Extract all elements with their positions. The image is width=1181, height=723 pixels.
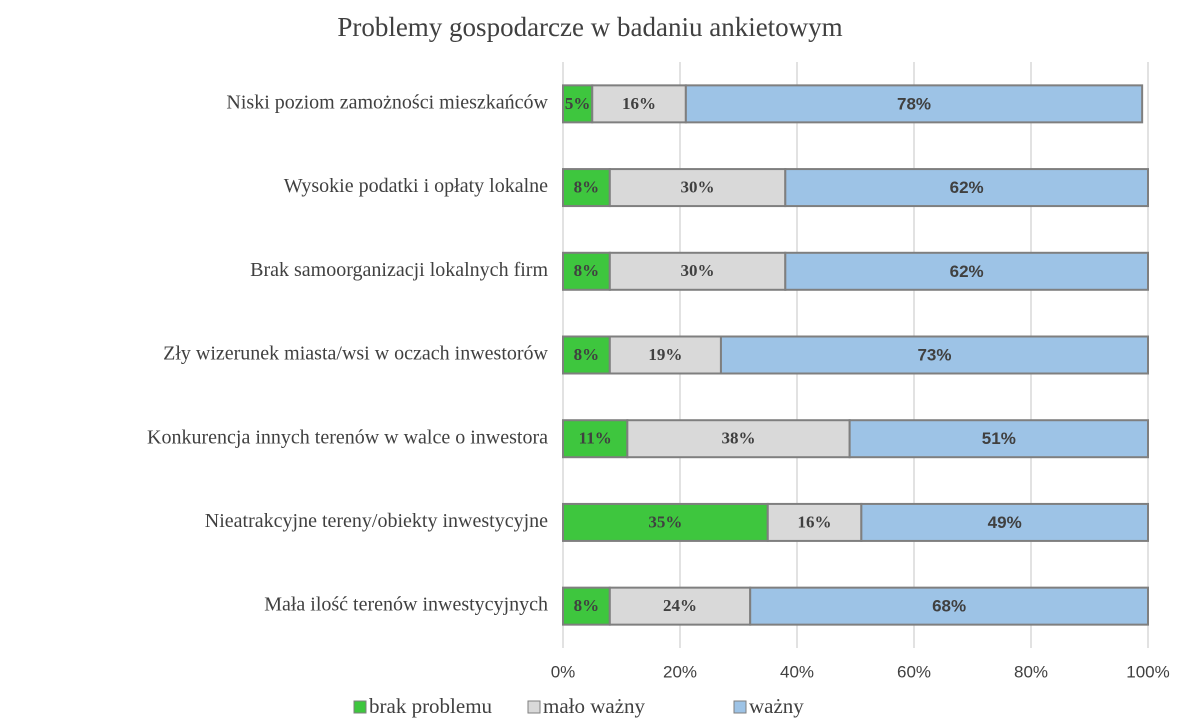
- data-label: 35%: [648, 512, 682, 531]
- x-tick-label: 0%: [551, 662, 576, 681]
- data-label: 78%: [897, 94, 931, 113]
- bar-segment: [562, 84, 594, 124]
- bar-segment: [562, 419, 629, 459]
- y-tick-label: Mała ilość terenów inwestycyjnych: [264, 594, 548, 616]
- y-tick-label: Brak samoorganizacji lokalnych firm: [250, 259, 548, 281]
- bar-segment: [608, 335, 722, 375]
- bar-segment: [784, 168, 1149, 208]
- data-label: 62%: [950, 262, 984, 281]
- chart-title: Problemy gospodarcze w badaniu ankietowy…: [337, 12, 842, 42]
- data-label: 8%: [574, 596, 600, 615]
- data-label: 19%: [648, 345, 682, 364]
- bar-segment: [626, 419, 851, 459]
- data-label: 62%: [950, 178, 984, 197]
- data-label: 5%: [565, 94, 591, 113]
- x-tick-label: 40%: [780, 662, 814, 681]
- y-tick-label: Niski poziom zamożności mieszkańców: [226, 91, 548, 113]
- legend-marker: [733, 700, 747, 714]
- data-label: 8%: [574, 261, 600, 280]
- bar-segment: [608, 168, 787, 208]
- data-label: 38%: [722, 429, 756, 448]
- legend-marker: [353, 700, 367, 714]
- bar-segment: [766, 502, 863, 542]
- bar-segment: [848, 419, 1150, 459]
- y-tick-label: Wysokie podatki i opłaty lokalne: [284, 175, 548, 197]
- legend-label: brak problemu: [369, 694, 493, 718]
- bar-segment: [719, 335, 1149, 375]
- data-label: 30%: [681, 177, 715, 196]
- data-label: 16%: [798, 512, 832, 531]
- data-label: 68%: [932, 597, 966, 616]
- x-tick-label: 60%: [897, 662, 931, 681]
- data-label: 8%: [574, 345, 600, 364]
- data-label: 16%: [622, 94, 656, 113]
- bar-segment: [684, 84, 1144, 124]
- bar-segment: [562, 168, 611, 208]
- x-tick-label: 100%: [1126, 662, 1169, 681]
- x-tick-label: 80%: [1014, 662, 1048, 681]
- data-label: 73%: [917, 345, 951, 364]
- bar-segment: [784, 251, 1149, 291]
- data-label: 51%: [982, 429, 1016, 448]
- bar-segment: [749, 586, 1149, 626]
- data-label: 8%: [574, 177, 600, 196]
- y-tick-label: Nieatrakcyjne tereny/obiekty inwestycyjn…: [205, 510, 548, 532]
- data-label: 11%: [579, 429, 612, 448]
- bar-segment: [860, 502, 1149, 542]
- legend-label: ważny: [749, 694, 804, 718]
- y-tick-label: Konkurencja innych terenów w walce o inw…: [147, 426, 548, 448]
- bar-segment: [608, 251, 787, 291]
- y-tick-label: Zły wizerunek miasta/wsi w oczach inwest…: [163, 343, 548, 365]
- legend-label: mało ważny: [543, 694, 646, 718]
- data-label: 24%: [663, 596, 697, 615]
- legend-marker: [527, 700, 541, 714]
- data-label: 30%: [681, 261, 715, 280]
- bar-segment: [562, 335, 611, 375]
- data-label: 49%: [988, 513, 1022, 532]
- x-tick-label: 20%: [663, 662, 697, 681]
